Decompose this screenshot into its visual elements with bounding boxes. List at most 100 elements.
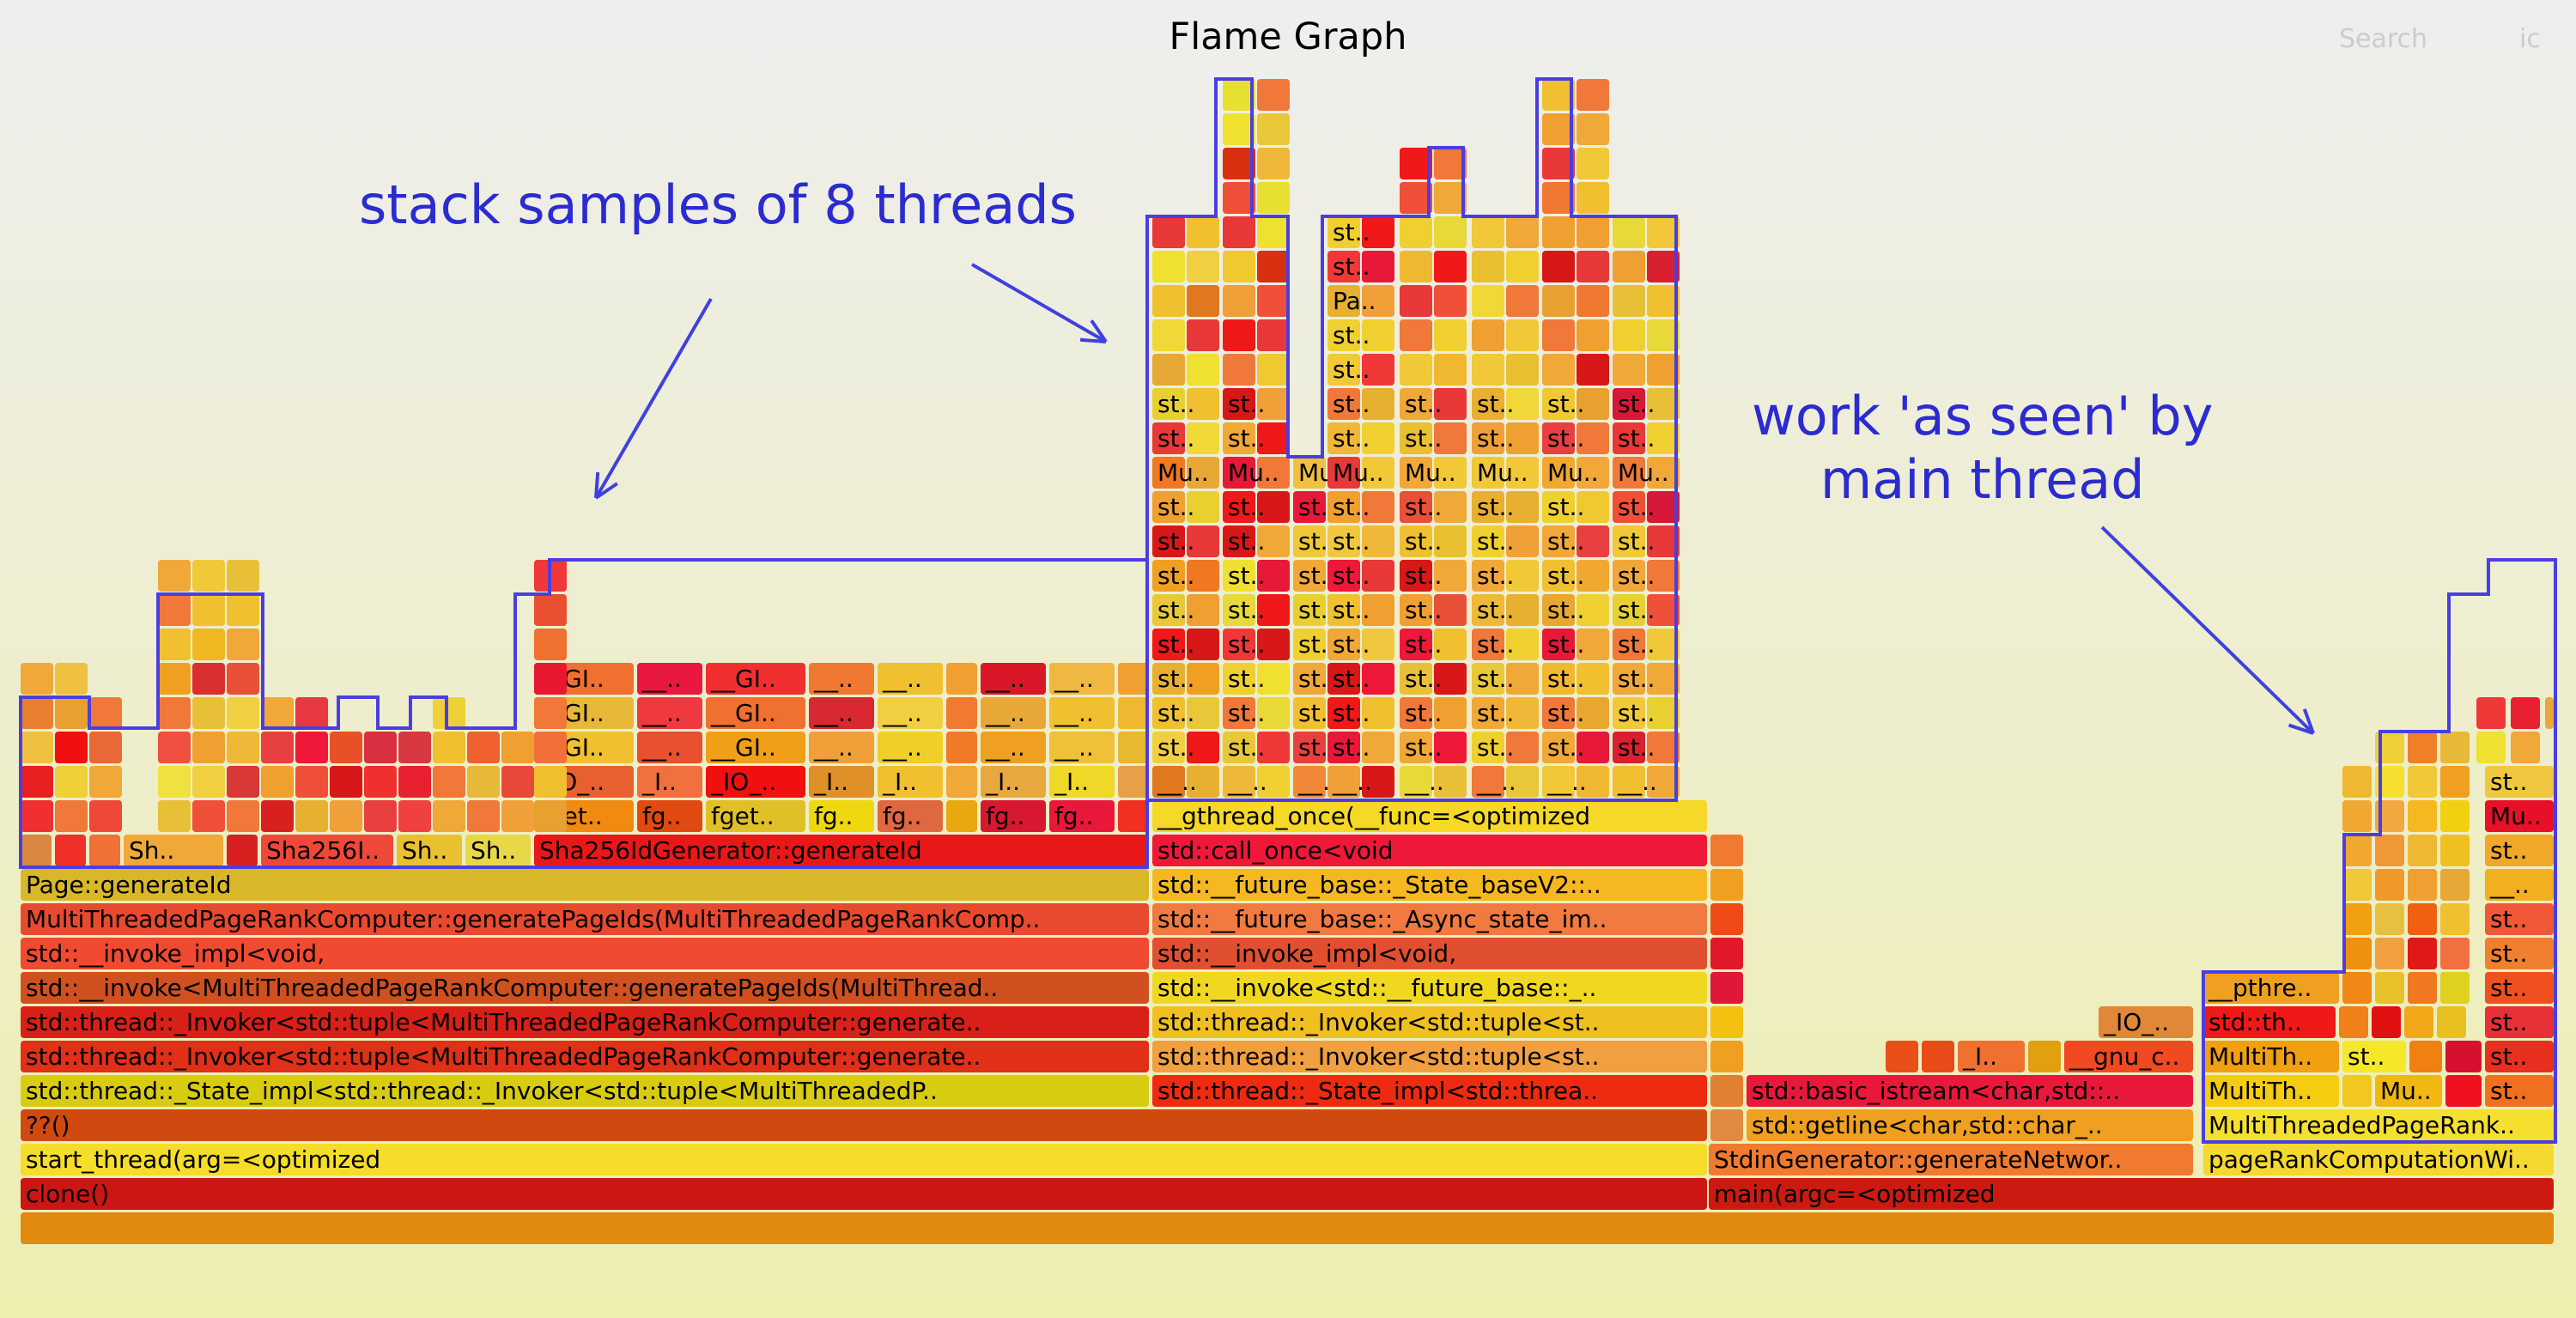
flame-frame[interactable] [1472,354,1504,386]
flame-frame[interactable] [1257,594,1290,626]
flame-frame[interactable] [2203,1109,2554,1141]
flame-frame[interactable] [1362,732,1394,763]
flame-frame[interactable] [1362,457,1394,489]
flame-frame[interactable] [1542,113,1575,145]
flame-frame[interactable] [1506,629,1539,660]
flame-frame[interactable] [1647,216,1680,248]
flame-frame[interactable] [1506,732,1539,763]
flame-frame[interactable] [1152,732,1185,763]
flame-frame[interactable] [2545,697,2554,729]
flame-frame[interactable] [2203,972,2339,1004]
flame-frame[interactable] [89,766,122,798]
flame-frame[interactable] [295,732,328,763]
flame-frame[interactable] [809,766,874,798]
flame-frame[interactable] [1577,113,1609,145]
flame-frame[interactable] [1577,251,1609,282]
flame-frame[interactable] [192,663,225,695]
flame-frame[interactable] [21,1041,1149,1072]
flame-frame[interactable] [1506,525,1539,557]
flame-frame[interactable] [1187,285,1219,317]
flame-frame[interactable] [1187,594,1219,626]
flame-frame[interactable] [1257,560,1290,592]
flame-frame[interactable] [1362,525,1394,557]
flame-frame[interactable] [1613,594,1645,626]
flame-frame[interactable] [1223,148,1255,179]
flame-frame[interactable] [534,835,1149,866]
flame-frame[interactable] [946,663,977,695]
flame-frame[interactable] [1577,182,1609,214]
flame-frame[interactable] [1647,422,1680,454]
flame-frame[interactable] [2485,800,2554,832]
flame-frame[interactable] [1709,1144,2193,1175]
flame-frame[interactable] [1710,835,1743,866]
flame-frame[interactable] [261,835,393,866]
flame-frame[interactable] [1362,251,1394,282]
flame-frame[interactable] [1647,594,1680,626]
flame-frame[interactable] [1293,560,1326,592]
flame-frame[interactable] [2375,732,2404,763]
flame-frame[interactable] [706,732,805,763]
flame-frame[interactable] [1400,525,1432,557]
flame-frame[interactable] [2485,835,2554,866]
flame-frame[interactable] [2203,1006,2336,1038]
flame-frame[interactable] [2485,766,2554,798]
flame-frame[interactable] [1710,1041,1743,1072]
flame-frame[interactable] [534,594,567,626]
flame-frame[interactable] [398,766,431,798]
flame-frame[interactable] [158,663,191,695]
flame-frame[interactable] [2408,938,2437,969]
flame-frame[interactable] [981,697,1046,729]
flame-frame[interactable] [192,732,225,763]
flame-frame[interactable] [1362,629,1394,660]
flame-frame[interactable] [295,697,328,729]
flame-frame[interactable] [21,697,53,729]
flame-frame[interactable] [1257,251,1290,282]
flame-frame[interactable] [1187,697,1219,729]
flame-frame[interactable] [1613,732,1645,763]
flame-frame[interactable] [21,1178,1707,1210]
flame-frame[interactable] [1257,525,1290,557]
flame-frame[interactable] [2375,835,2404,866]
flame-frame[interactable] [1613,354,1645,386]
flame-frame[interactable] [1152,525,1185,557]
flame-frame[interactable] [1257,388,1290,420]
flame-frame[interactable] [1293,491,1326,523]
flame-frame[interactable] [1613,525,1645,557]
flame-frame[interactable] [1362,697,1394,729]
flame-frame[interactable] [227,560,259,592]
flame-frame[interactable] [1152,594,1185,626]
flame-frame[interactable] [1223,525,1255,557]
flame-frame[interactable] [124,835,223,866]
flame-frame[interactable] [1257,663,1290,695]
flame-frame[interactable] [1472,216,1504,248]
flame-frame[interactable] [1577,457,1609,489]
flame-frame[interactable] [21,766,53,798]
flame-frame[interactable] [1400,388,1432,420]
flame-frame[interactable] [2485,972,2554,1004]
flame-frame[interactable] [1472,766,1504,798]
flame-frame[interactable] [2375,766,2404,798]
flame-frame[interactable] [1400,766,1432,798]
flame-frame[interactable] [1187,319,1219,351]
flame-frame[interactable] [1434,251,1467,282]
flame-frame[interactable] [1152,251,1185,282]
flame-frame[interactable] [227,766,259,798]
flame-frame[interactable] [1542,148,1575,179]
flame-frame[interactable] [1434,732,1467,763]
flame-frame[interactable] [1327,319,1360,351]
flame-frame[interactable] [1049,800,1115,832]
flame-frame[interactable] [1223,216,1255,248]
flame-frame[interactable] [1506,285,1539,317]
flame-frame[interactable] [1710,903,1743,935]
flame-frame[interactable] [2408,835,2437,866]
flame-frame[interactable] [1257,491,1290,523]
flame-frame[interactable] [2375,903,2404,935]
flame-frame[interactable] [1400,560,1432,592]
flame-frame[interactable] [1257,182,1290,214]
flame-frame[interactable] [1187,560,1219,592]
flame-frame[interactable] [1710,972,1743,1004]
flame-frame[interactable] [1577,663,1609,695]
flame-frame[interactable] [1293,697,1326,729]
flame-frame[interactable] [433,800,465,832]
flame-frame[interactable] [2375,938,2404,969]
